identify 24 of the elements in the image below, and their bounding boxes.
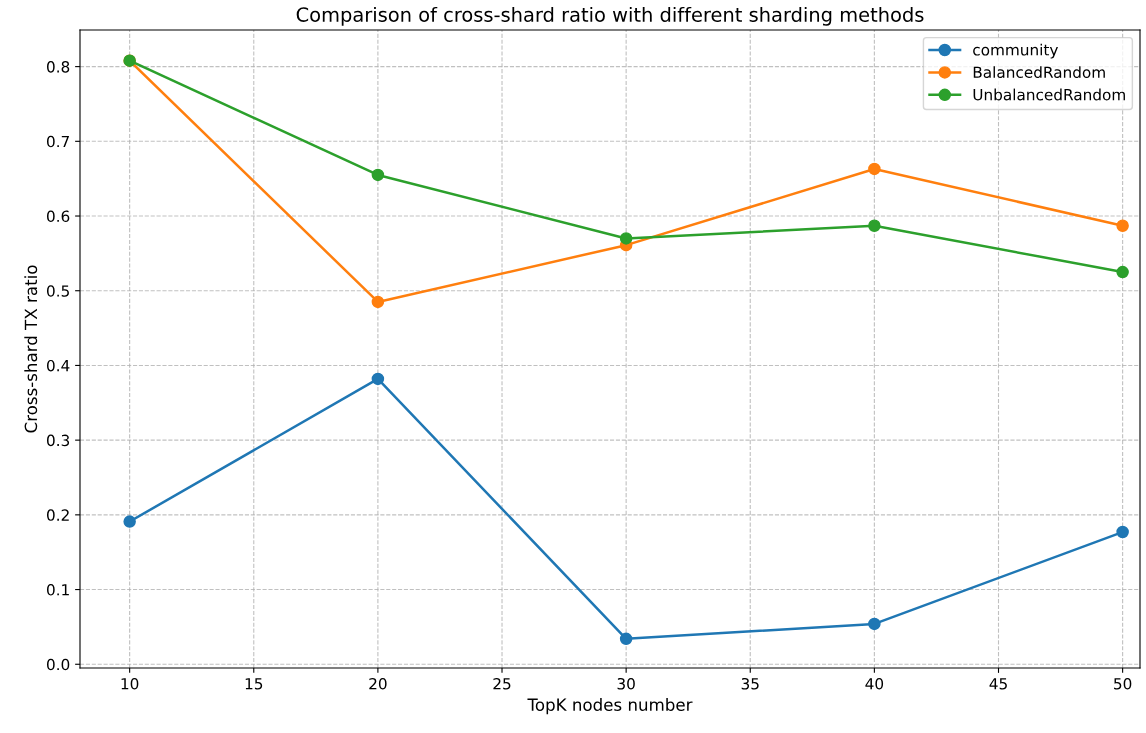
x-axis-title: TopK nodes number xyxy=(527,698,693,715)
x-tick-label: 30 xyxy=(617,677,635,690)
y-tick-label: 0.7 xyxy=(46,135,69,148)
x-tick-label: 45 xyxy=(989,678,1007,690)
y-tick-label: 0.8 xyxy=(46,61,70,73)
y-tick-label: 0.6 xyxy=(46,210,70,223)
x-tick-label: 15 xyxy=(245,678,263,690)
legend-label: UnbalancedRandom xyxy=(973,88,1125,101)
y-tick-label: 0.5 xyxy=(46,285,69,297)
x-tick-label: 10 xyxy=(121,677,139,690)
legend-label: community xyxy=(973,43,1058,59)
x-tick-label: 40 xyxy=(865,677,884,690)
x-tick-label: 35 xyxy=(741,677,759,690)
y-tick-label: 0.2 xyxy=(46,509,69,521)
y-tick-label: 0.3 xyxy=(46,434,70,447)
x-tick-label: 50 xyxy=(1114,677,1132,690)
y-tick-label: 0.1 xyxy=(46,584,69,596)
y-tick-label: 0.4 xyxy=(46,359,70,372)
x-tick-label: 25 xyxy=(493,677,511,690)
y-tick-label: 0.0 xyxy=(46,658,70,671)
x-tick-label: 20 xyxy=(369,677,387,690)
legend-label: BalancedRandom xyxy=(973,66,1105,78)
y-axis-title: Cross-shard TX ratio xyxy=(24,265,38,433)
chart-title: Comparison of cross-shard ratio with different sharding methods xyxy=(296,6,924,26)
